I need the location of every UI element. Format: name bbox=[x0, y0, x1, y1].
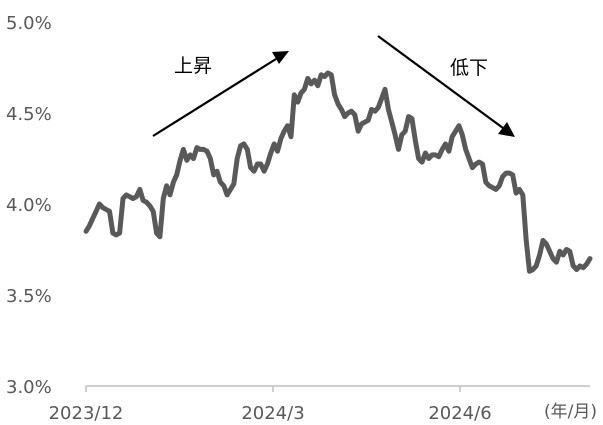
rising-arrow bbox=[152, 51, 289, 137]
series-line bbox=[83, 70, 593, 274]
rising-arrow-shaft bbox=[152, 58, 277, 137]
x-tick-label: 2024/6 bbox=[428, 403, 491, 424]
y-tick-label: 4.5% bbox=[6, 104, 52, 125]
x-axis-tick-labels: 2023/12 2024/3 2024/6 bbox=[49, 403, 492, 424]
falling-arrow-head bbox=[498, 122, 515, 137]
x-axis-unit-label: (年/月) bbox=[544, 402, 597, 422]
annotation-rise-label: 上昇 bbox=[174, 55, 212, 77]
y-axis-tick-labels: 3.0% 3.5% 4.0% 4.5% 5.0% bbox=[6, 13, 52, 398]
falling-arrow-shaft bbox=[377, 35, 504, 129]
y-tick-label: 5.0% bbox=[6, 13, 52, 34]
rising-arrow-head bbox=[272, 51, 289, 64]
y-tick-label: 3.5% bbox=[6, 286, 52, 307]
x-tick-label: 2023/12 bbox=[49, 403, 124, 424]
annotation-fall-label: 低下 bbox=[450, 57, 488, 79]
falling-arrow bbox=[377, 35, 515, 137]
y-tick-label: 3.0% bbox=[6, 377, 52, 398]
y-tick-label: 4.0% bbox=[6, 195, 52, 216]
x-tick-label: 2024/3 bbox=[241, 403, 304, 424]
